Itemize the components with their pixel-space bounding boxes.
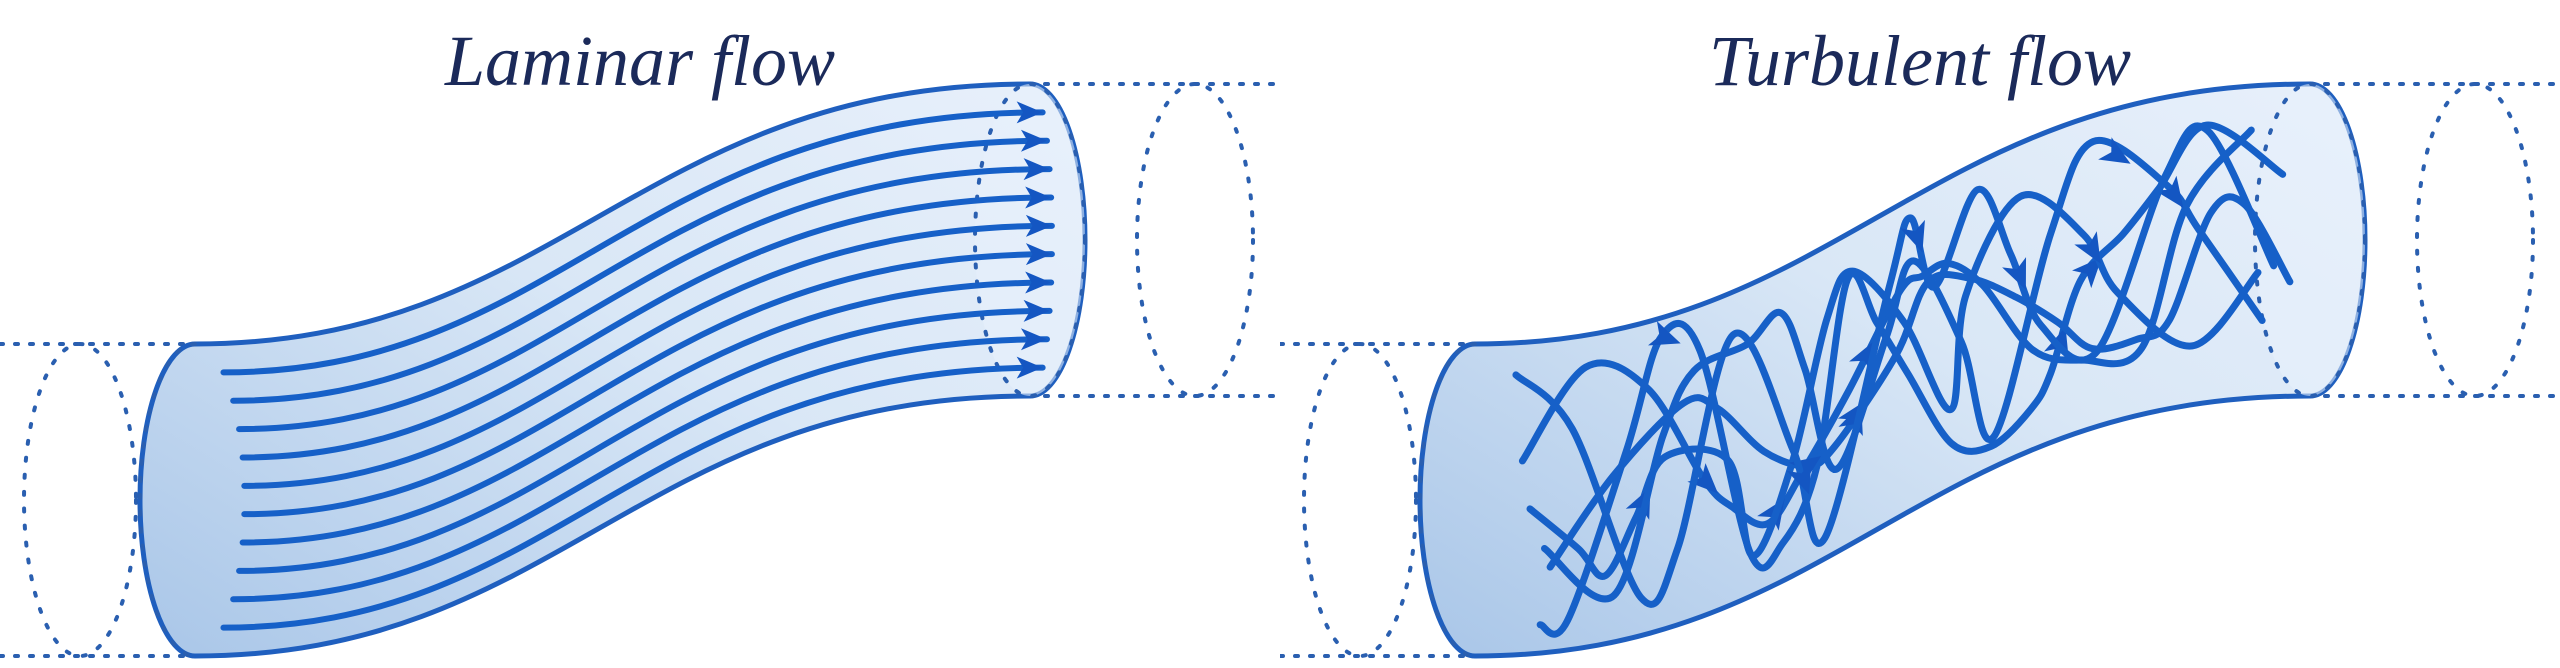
turbulent-svg [1280, 0, 2560, 668]
laminar-svg [0, 0, 1280, 668]
laminar-panel: Laminar flow [0, 0, 1280, 668]
diagram-container: Laminar flow Turbulent flow [0, 0, 2560, 668]
turbulent-panel: Turbulent flow [1280, 0, 2560, 668]
